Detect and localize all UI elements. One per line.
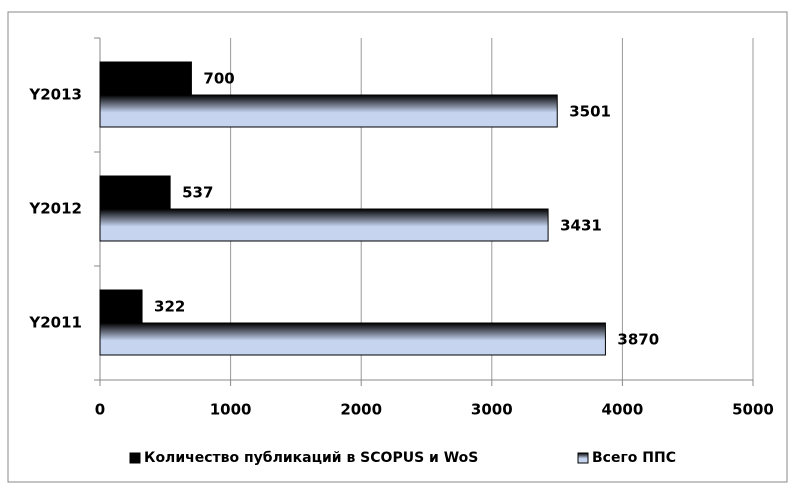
data-label: 700	[203, 70, 234, 88]
bar	[99, 208, 549, 242]
x-tick-label: 3000	[471, 401, 513, 419]
legend-swatch	[577, 452, 589, 464]
x-tick-label: 0	[95, 401, 105, 419]
y-tick-label: Y2013	[28, 86, 82, 104]
bar	[99, 94, 558, 128]
x-tick-label: 1000	[210, 401, 252, 419]
data-label: 3431	[560, 217, 602, 235]
bar	[99, 289, 143, 323]
data-label: 322	[154, 298, 185, 316]
bar	[99, 175, 171, 209]
legend-swatch	[129, 452, 141, 464]
legend: Количество публикаций в SCOPUS и WoS Всег…	[129, 450, 676, 466]
data-label: 3501	[569, 103, 611, 121]
y-tick-label: Y2012	[28, 200, 82, 218]
x-tick-label: 4000	[602, 401, 644, 419]
legend-label: Количество публикаций в SCOPUS и WoS	[144, 450, 478, 466]
bar	[99, 61, 192, 95]
x-tick-label: 5000	[732, 401, 774, 419]
bar	[99, 322, 606, 356]
data-label: 537	[182, 184, 213, 202]
x-tick-label: 2000	[340, 401, 382, 419]
data-label: 3870	[617, 331, 659, 349]
y-tick-label: Y2011	[28, 314, 82, 332]
legend-label: Всего ППС	[592, 450, 676, 466]
